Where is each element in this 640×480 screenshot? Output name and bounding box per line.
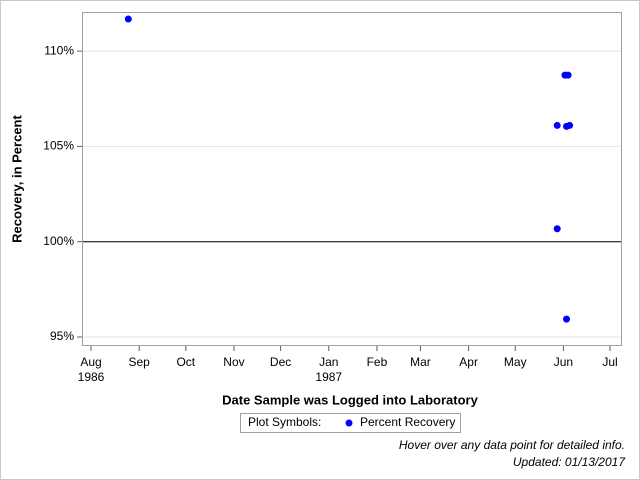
data-point[interactable] [566, 121, 574, 129]
data-point[interactable] [553, 225, 561, 233]
y-tick-label: 100% [43, 234, 74, 248]
legend-title: Plot Symbols: [248, 415, 321, 429]
legend-label: Percent Recovery [360, 415, 455, 429]
x-tick-label: Oct [176, 355, 195, 369]
x-tick-label: Dec [270, 355, 291, 369]
x-tick-label: Mar [410, 355, 431, 369]
y-tick-label: 95% [50, 329, 74, 343]
x-tick-label: Sep [129, 355, 151, 369]
x-tick-label: Aug 1986 [78, 355, 105, 384]
y-axis-title: Recovery, in Percent [9, 115, 24, 243]
plot-frame [82, 12, 622, 346]
x-tick-label: Jan 1987 [315, 355, 342, 384]
footnote: Updated: 01/13/2017 [513, 455, 626, 469]
y-tick-label: 105% [43, 139, 74, 153]
legend-marker [345, 419, 353, 427]
x-axis-title: Date Sample was Logged into Laboratory [222, 392, 478, 407]
x-tick-label: Nov [223, 355, 244, 369]
x-tick-label: Feb [367, 355, 388, 369]
data-point[interactable] [124, 15, 132, 23]
x-tick-label: Jun [554, 355, 573, 369]
data-point[interactable] [553, 121, 561, 129]
x-tick-label: Apr [459, 355, 478, 369]
x-tick-label: May [504, 355, 527, 369]
y-tick-label: 110% [44, 43, 74, 57]
x-tick-label: Jul [602, 355, 617, 369]
data-point[interactable] [563, 315, 571, 323]
data-point[interactable] [564, 71, 572, 79]
footnote: Hover over any data point for detailed i… [399, 438, 625, 452]
